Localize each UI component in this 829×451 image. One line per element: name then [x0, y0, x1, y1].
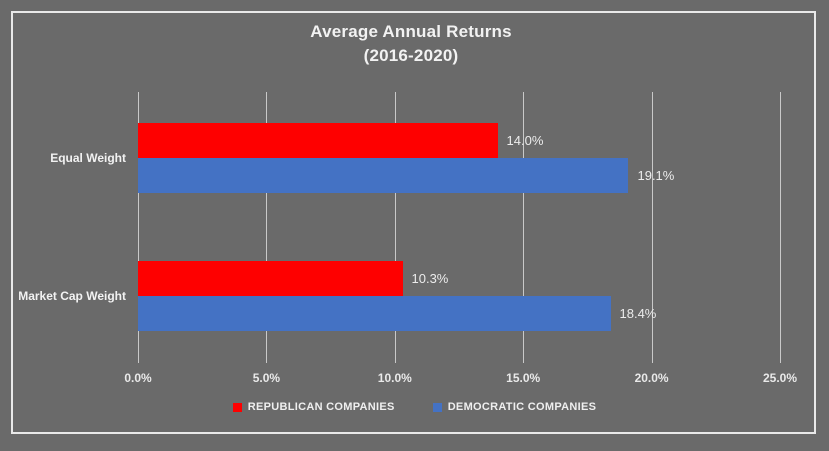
- gridline: [266, 92, 268, 363]
- gridline: [138, 92, 139, 363]
- category-label: Market Cap Weight: [18, 289, 126, 303]
- data-label: 18.4%: [619, 305, 657, 321]
- legend-item-democratic[interactable]: DEMOCRATIC COMPANIES: [432, 401, 597, 413]
- data-label: 14.0%: [506, 132, 544, 148]
- x-tick-label: 10.0%: [377, 371, 412, 385]
- bar-republican-0[interactable]: [138, 123, 498, 158]
- legend-swatch-icon: [432, 402, 442, 412]
- chart-title-line2: (2016-2020): [363, 46, 459, 65]
- chart-title: Average Annual Returns (2016-2020): [0, 20, 822, 68]
- bar-democratic-1[interactable]: [138, 296, 611, 331]
- plot-area: 14.0% 19.1% 10.3% 18.4%: [138, 92, 781, 363]
- x-tick-label: 20.0%: [634, 371, 669, 385]
- category-label: Equal Weight: [50, 151, 126, 165]
- gridline: [651, 92, 653, 363]
- legend-label: DEMOCRATIC COMPANIES: [447, 401, 597, 413]
- gridline: [780, 92, 781, 363]
- data-label: 19.1%: [637, 167, 675, 183]
- x-tick-label: 15.0%: [506, 371, 541, 385]
- legend-item-republican[interactable]: REPUBLICAN COMPANIES: [232, 401, 395, 413]
- data-label: 10.3%: [411, 270, 449, 286]
- legend: REPUBLICAN COMPANIES DEMOCRATIC COMPANIES: [0, 401, 829, 413]
- legend-swatch-icon: [232, 402, 242, 412]
- legend-label: REPUBLICAN COMPANIES: [247, 401, 395, 413]
- gridline: [523, 92, 525, 363]
- x-tick-label: 0.0%: [124, 371, 152, 385]
- x-tick-label: 5.0%: [252, 371, 281, 385]
- chart-title-line1: Average Annual Returns: [310, 22, 512, 41]
- gridline: [394, 92, 396, 363]
- bar-republican-1[interactable]: [138, 261, 403, 296]
- x-tick-label: 25.0%: [762, 371, 798, 385]
- bar-democratic-0[interactable]: [138, 158, 629, 193]
